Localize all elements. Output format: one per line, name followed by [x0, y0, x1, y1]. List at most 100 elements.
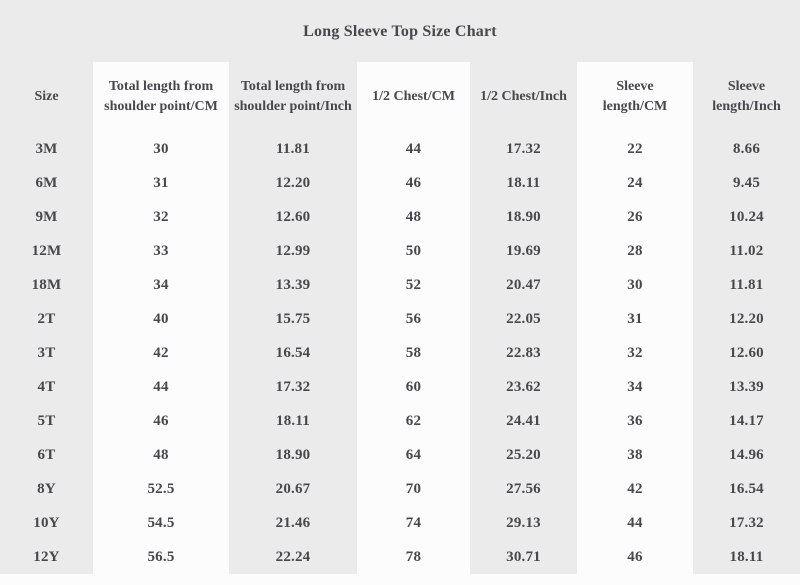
value-cell: 18.11: [729, 548, 764, 565]
value-cell: 46: [357, 166, 470, 200]
value-cell: 40: [93, 302, 229, 336]
value-cell: 56: [357, 302, 470, 336]
value-cell: 78: [357, 540, 470, 574]
value-cell: 74: [357, 506, 470, 540]
value-cell: 30: [93, 132, 229, 166]
value-cell: 14.96: [729, 446, 764, 463]
table-row: 18M 34 13.39 52 20.47 30 11.81: [0, 268, 800, 302]
table-row: 6M 31 12.20 46 18.11 24 9.45: [0, 166, 800, 200]
value-cell: 42: [93, 336, 229, 370]
value-cell: 33: [93, 234, 229, 268]
value-cell: 11.81: [276, 140, 310, 157]
header-row: Size Total length from shoulder point/CM T…: [0, 62, 800, 132]
value-cell: 22: [577, 132, 693, 166]
value-cell: 23.62: [506, 378, 541, 395]
table-row: 10Y 54.5 21.46 74 29.13 44 17.32: [0, 506, 800, 540]
size-cell: 2T: [37, 310, 56, 327]
value-cell: 12.99: [275, 242, 311, 259]
value-cell: 18.11: [506, 174, 541, 191]
value-cell: 44: [93, 370, 229, 404]
value-cell: 34: [93, 268, 229, 302]
value-cell: 22.05: [506, 310, 541, 327]
page-title: Long Sleeve Top Size Chart: [303, 23, 497, 40]
size-cell: 12Y: [33, 548, 60, 565]
value-cell: 52.5: [93, 472, 229, 506]
value-cell: 17.32: [275, 378, 311, 395]
column-header-1: Total length from shoulder point/CM: [93, 62, 229, 132]
column-header-2: Total length from shoulder point/Inch: [234, 78, 352, 114]
size-cell: 4T: [37, 378, 56, 395]
value-cell: 56.5: [93, 540, 229, 574]
value-cell: 31: [93, 166, 229, 200]
value-cell: 30.71: [506, 548, 541, 565]
size-cell: 8Y: [37, 480, 56, 497]
value-cell: 44: [577, 506, 693, 540]
value-cell: 20.47: [506, 276, 541, 293]
value-cell: 11.81: [729, 276, 764, 293]
value-cell: 24: [577, 166, 693, 200]
value-cell: 12.60: [275, 208, 311, 225]
value-cell: 13.39: [275, 276, 311, 293]
value-cell: 62: [357, 404, 470, 438]
value-cell: 48: [357, 200, 470, 234]
value-cell: 29.13: [506, 514, 541, 531]
bottom-band: [0, 574, 800, 585]
table-row: 8Y 52.5 20.67 70 27.56 42 16.54: [0, 472, 800, 506]
value-cell: 28: [577, 234, 693, 268]
value-cell: 58: [357, 336, 470, 370]
value-cell: 64: [357, 438, 470, 472]
value-cell: 21.46: [275, 514, 311, 531]
value-cell: 31: [577, 302, 693, 336]
value-cell: 22.83: [506, 344, 541, 361]
size-cell: 9M: [35, 208, 58, 225]
table-body: 3M 30 11.81 44 17.32 22 8.66 6M 31 12.20 46 18.11 24…: [0, 132, 800, 574]
table-row: 9M 32 12.60 48 18.90 26 10.24: [0, 200, 800, 234]
table-row: 4T 44 17.32 60 23.62 34 13.39: [0, 370, 800, 404]
size-cell: 6M: [35, 174, 58, 191]
value-cell: 17.32: [729, 514, 764, 531]
table-row: 3T 42 16.54 58 22.83 32 12.60: [0, 336, 800, 370]
value-cell: 48: [93, 438, 229, 472]
size-cell: 10Y: [33, 514, 60, 531]
size-chart-table: Size Total length from shoulder point/CM T…: [0, 62, 800, 574]
value-cell: 12.20: [275, 174, 311, 191]
value-cell: 27.56: [506, 480, 541, 497]
value-cell: 20.67: [275, 480, 311, 497]
value-cell: 60: [357, 370, 470, 404]
value-cell: 13.39: [729, 378, 764, 395]
value-cell: 8.66: [732, 140, 761, 157]
value-cell: 42: [577, 472, 693, 506]
column-header-3: 1/2 Chest/CM: [357, 62, 470, 132]
column-header-4: 1/2 Chest/Inch: [480, 88, 567, 104]
value-cell: 12.20: [729, 310, 764, 327]
value-cell: 70: [357, 472, 470, 506]
size-cell: 12M: [31, 242, 62, 259]
value-cell: 12.60: [729, 344, 764, 361]
value-cell: 16.54: [275, 344, 311, 361]
value-cell: 36: [577, 404, 693, 438]
value-cell: 25.20: [506, 446, 541, 463]
table-header: Size Total length from shoulder point/CM T…: [0, 62, 800, 132]
size-cell: 3M: [35, 140, 58, 157]
value-cell: 46: [577, 540, 693, 574]
value-cell: 32: [577, 336, 693, 370]
table-row: 3M 30 11.81 44 17.32 22 8.66: [0, 132, 800, 166]
value-cell: 50: [357, 234, 470, 268]
value-cell: 34: [577, 370, 693, 404]
table-row: 2T 40 15.75 56 22.05 31 12.20: [0, 302, 800, 336]
value-cell: 30: [577, 268, 693, 302]
value-cell: 18.90: [506, 208, 541, 225]
table-row: 6T 48 18.90 64 25.20 38 14.96: [0, 438, 800, 472]
table-row: 12M 33 12.99 50 19.69 28 11.02: [0, 234, 800, 268]
value-cell: 46: [93, 404, 229, 438]
value-cell: 26: [577, 200, 693, 234]
size-cell: 18M: [31, 276, 62, 293]
size-cell: 3T: [37, 344, 56, 361]
column-header-6: Sleeve length/Inch: [712, 78, 781, 114]
value-cell: 14.17: [729, 412, 764, 429]
value-cell: 16.54: [729, 480, 764, 497]
value-cell: 18.90: [275, 446, 311, 463]
value-cell: 11.02: [729, 242, 764, 259]
column-header-5: Sleeve length/CM: [577, 62, 693, 132]
